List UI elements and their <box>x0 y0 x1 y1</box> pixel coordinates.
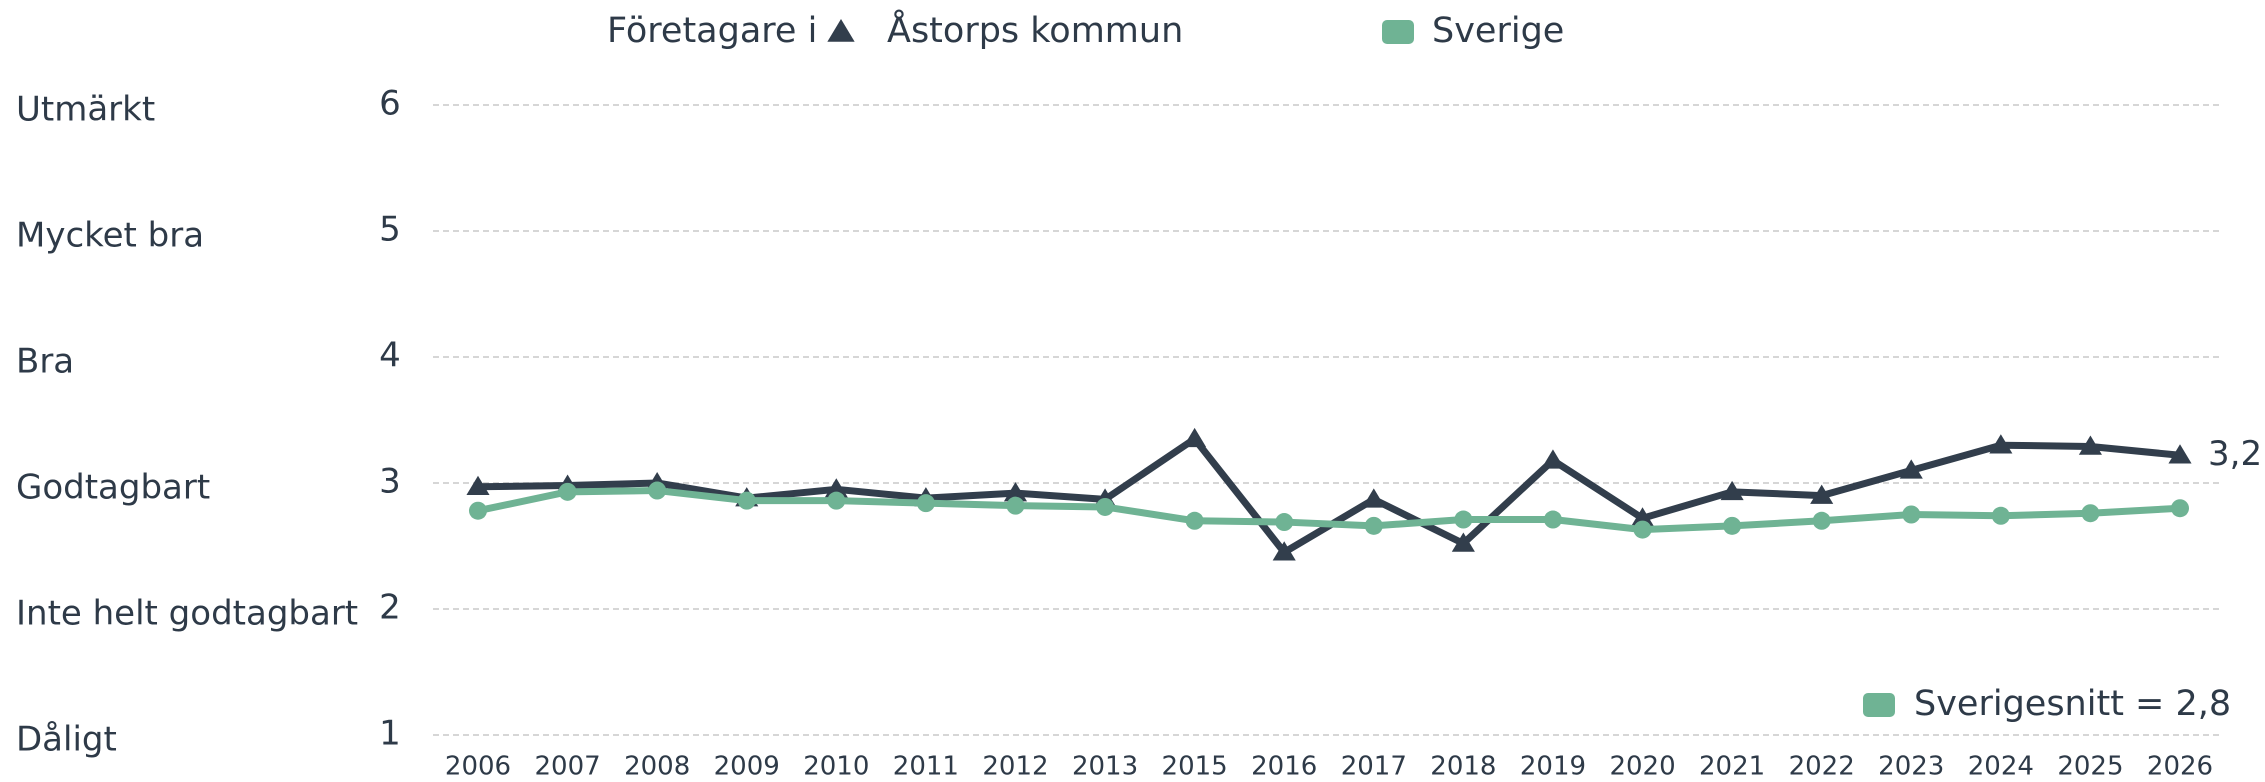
point-marker <box>2078 435 2102 455</box>
x-tick-label: 2010 <box>803 752 869 782</box>
point-marker <box>1006 496 1025 515</box>
point-marker <box>1183 427 1207 448</box>
legend-label: Åstorps kommun <box>887 8 1183 51</box>
x-tick-label: 2021 <box>1699 752 1765 782</box>
point-marker <box>1812 511 1831 530</box>
x-tick-label: 2024 <box>1968 752 2034 782</box>
legend-marker <box>827 19 855 42</box>
y-level-label: Godtagbart <box>16 468 210 508</box>
point-marker <box>1991 506 2010 525</box>
x-tick-label: 2020 <box>1609 752 1675 782</box>
x-tick-label: 2026 <box>2147 752 2213 782</box>
x-tick-label: 2019 <box>1520 752 1586 782</box>
point-marker <box>1543 510 1562 529</box>
annotation-marker <box>1863 693 1895 717</box>
point-marker <box>2081 504 2100 523</box>
x-tick-label: 2007 <box>534 752 600 782</box>
point-marker <box>916 494 935 513</box>
legend-marker <box>1382 20 1414 44</box>
value-label: 3,2 <box>2208 434 2262 474</box>
legend-label: Sverige <box>1432 11 1564 51</box>
point-marker <box>1003 482 1028 502</box>
point-marker <box>1899 459 1923 479</box>
point-marker <box>1720 480 1744 501</box>
y-tick-label: 6 <box>379 84 401 124</box>
x-tick-label: 2015 <box>1162 752 1228 782</box>
point-marker <box>1185 511 1204 530</box>
x-tick-label: 2023 <box>1878 752 1944 782</box>
y-tick-label: 5 <box>379 210 401 250</box>
annotation: Sverigesnitt = 2,8 <box>1914 684 2231 724</box>
point-marker <box>1630 507 1655 527</box>
point-marker <box>1096 497 1115 516</box>
x-tick-label: 2013 <box>1072 752 1138 782</box>
point-marker <box>737 491 756 510</box>
point-marker <box>1362 488 1386 508</box>
point-marker <box>1902 505 1921 524</box>
x-tick-label: 2009 <box>714 752 780 782</box>
y-tick-label: 2 <box>379 588 401 628</box>
point-marker <box>827 491 846 510</box>
point-marker <box>1454 510 1473 529</box>
y-tick-label: 3 <box>379 462 401 502</box>
point-marker <box>1989 434 2013 454</box>
point-marker <box>558 482 577 501</box>
y-level-label: Utmärkt <box>16 90 155 130</box>
legend-prefix: Företagare i <box>607 11 817 51</box>
x-tick-label: 2025 <box>2057 752 2123 782</box>
x-tick-label: 2017 <box>1341 752 1407 782</box>
point-marker <box>1810 484 1834 504</box>
x-tick-label: 2018 <box>1430 752 1496 782</box>
point-marker <box>648 481 667 500</box>
point-marker <box>2168 444 2192 464</box>
point-marker <box>2171 499 2189 518</box>
y-level-label: Inte helt godtagbart <box>16 594 358 634</box>
y-level-label: Mycket bra <box>16 216 204 256</box>
point-marker <box>466 475 490 496</box>
x-tick-label: 2016 <box>1251 752 1317 782</box>
point-marker <box>469 501 487 520</box>
point-marker <box>824 478 848 498</box>
series-line <box>477 435 2181 556</box>
x-tick-label: 2008 <box>624 752 690 782</box>
x-tick-label: 2011 <box>893 752 959 782</box>
point-marker <box>1275 513 1294 532</box>
series-line <box>477 487 2181 534</box>
point-marker <box>1541 449 1565 469</box>
point-marker <box>1723 516 1742 535</box>
y-level-label: Dåligt <box>16 720 117 760</box>
x-tick-label: 2012 <box>982 752 1048 782</box>
x-tick-label: 2006 <box>445 752 511 782</box>
point-marker <box>1633 520 1652 539</box>
x-tick-label: 2022 <box>1789 752 1855 782</box>
y-level-label: Bra <box>16 342 74 382</box>
point-marker <box>1364 516 1383 535</box>
point-marker <box>1451 532 1475 552</box>
y-tick-label: 1 <box>379 714 401 754</box>
y-tick-label: 4 <box>379 336 401 376</box>
point-marker <box>1272 541 1296 561</box>
